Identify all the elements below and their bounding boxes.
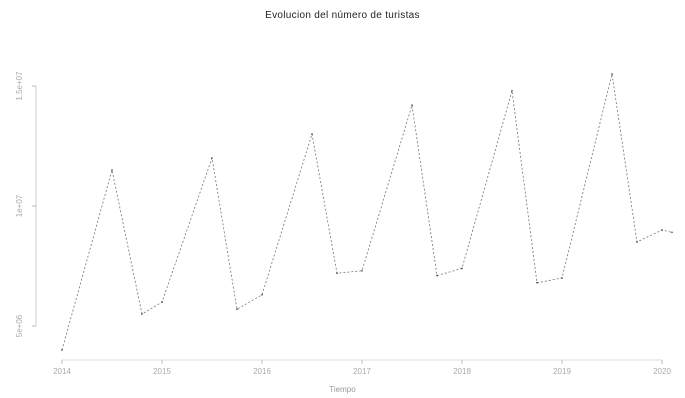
x-tick-label: 2016 (253, 367, 271, 376)
x-tick-label: 2020 (653, 367, 671, 376)
x-tick-label: 2014 (53, 367, 71, 376)
y-tick-label: 5e+06 (15, 314, 24, 337)
data-point (161, 301, 163, 303)
data-point (236, 308, 238, 311)
data-point (561, 277, 563, 279)
data-point (336, 272, 338, 275)
data-point (671, 231, 673, 234)
data-point (461, 267, 463, 270)
x-tick-label: 2015 (153, 367, 171, 376)
data-point (361, 269, 363, 272)
data-point (661, 229, 663, 231)
data-point (211, 157, 213, 159)
x-tick-label: 2017 (353, 367, 371, 376)
data-point (536, 281, 538, 284)
y-tick-label: 1e+07 (15, 194, 24, 217)
data-point (141, 313, 143, 315)
data-point (311, 133, 313, 135)
x-axis: 2014 2015 2016 2017 2018 2019 2020 (53, 359, 671, 376)
series-line (61, 73, 673, 351)
data-point (111, 169, 113, 171)
x-tick-label: 2018 (453, 367, 471, 376)
x-tick-label: 2019 (553, 367, 571, 376)
x-axis-label: Tiempo (329, 385, 356, 394)
data-point (511, 89, 513, 92)
data-point (411, 104, 413, 107)
data-point (611, 73, 613, 75)
series-group (61, 73, 673, 351)
y-axis: 5e+06 1e+07 1.5e+07 (15, 71, 37, 337)
y-tick-label: 1.5e+07 (15, 71, 24, 101)
data-point (261, 293, 263, 296)
data-point (61, 349, 63, 351)
data-point (636, 241, 638, 243)
chart-title: Evolucion del número de turistas (265, 10, 420, 21)
data-point (436, 274, 438, 277)
